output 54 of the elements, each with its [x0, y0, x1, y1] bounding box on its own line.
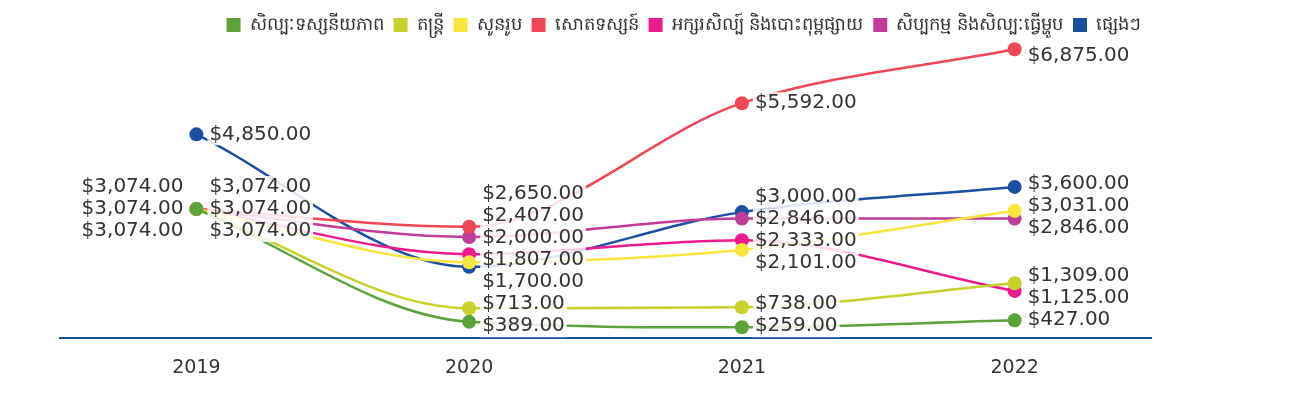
point — [734, 300, 749, 315]
point — [462, 255, 477, 270]
data-label: $3,074.00 — [209, 173, 312, 198]
x-tick-label: 2020 — [444, 354, 494, 377]
data-label: $2,333.00 — [754, 227, 857, 252]
data-label: $3,000.00 — [754, 183, 857, 208]
data-label: $6,875.00 — [1027, 42, 1130, 67]
x-tick-label: 2019 — [172, 354, 221, 377]
legend-label: អក្សរសិល្ប៍ និងបោះពុម្ពផ្សាយ — [671, 11, 864, 36]
legend-label: សូនរូប — [476, 12, 522, 36]
data-label: $2,650.00 — [482, 180, 584, 205]
data-label: $3,600.00 — [1027, 169, 1130, 194]
data-label: $713.00 — [482, 290, 565, 315]
data-label: $3,074.00 — [209, 217, 312, 242]
point — [1007, 42, 1022, 57]
data-label: $3,074.00 — [81, 195, 184, 220]
data-label: $5,592.00 — [754, 89, 857, 114]
data-label: $3,074.00 — [209, 195, 312, 220]
point — [734, 96, 749, 111]
point — [1007, 276, 1022, 291]
data-label: $1,700.00 — [482, 268, 584, 293]
point — [462, 314, 477, 329]
point — [1007, 313, 1022, 328]
legend-label: ផ្សេងៗ — [1096, 12, 1141, 35]
data-label: $738.00 — [754, 290, 838, 315]
x-tick-label: 2022 — [990, 354, 1039, 377]
legend-label: សិប្បកម្ម និងសិល្បៈធ្វើម្ហូប — [896, 11, 1064, 38]
legend-label: តន្ត្រី — [416, 11, 444, 38]
point — [1007, 179, 1022, 194]
data-label: $3,031.00 — [1027, 191, 1130, 216]
data-label: $259.00 — [754, 312, 838, 337]
data-label: $2,407.00 — [482, 202, 584, 227]
point — [734, 320, 749, 335]
point — [462, 219, 477, 234]
data-label: $1,309.00 — [1027, 262, 1130, 287]
data-label: $1,125.00 — [1027, 284, 1130, 309]
data-label: $2,101.00 — [754, 249, 857, 274]
legend-label: សោតទស្សន៍ — [554, 11, 639, 35]
legend-label: សិល្បៈទស្សនីយភាព — [249, 11, 384, 35]
data-label: $3,074.00 — [81, 217, 184, 242]
data-label: $389.00 — [482, 312, 565, 337]
point — [462, 301, 477, 316]
data-label: $2,000.00 — [482, 224, 584, 249]
data-label: $2,846.00 — [1027, 213, 1130, 238]
data-label: $3,074.00 — [81, 173, 184, 198]
data-label: $4,850.00 — [209, 120, 312, 145]
point — [1007, 203, 1022, 218]
point — [734, 242, 749, 257]
data-label: $427.00 — [1027, 306, 1111, 331]
point — [734, 211, 749, 226]
point — [189, 127, 204, 142]
data-label: $2,846.00 — [754, 205, 857, 230]
x-tick-label: 2021 — [717, 354, 767, 377]
data-label: $1,807.00 — [482, 246, 584, 271]
